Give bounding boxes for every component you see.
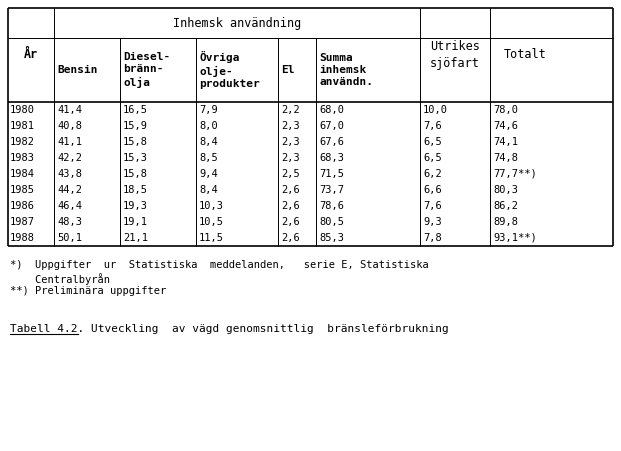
Text: 1988: 1988 — [10, 233, 35, 243]
Text: 8,5: 8,5 — [199, 153, 218, 163]
Text: 46,4: 46,4 — [57, 201, 82, 211]
Text: 2,6: 2,6 — [281, 185, 300, 195]
Text: Bensin: Bensin — [57, 65, 97, 75]
Text: 1986: 1986 — [10, 201, 35, 211]
Text: 10,5: 10,5 — [199, 217, 224, 227]
Text: Tabell 4.2. Utveckling  av vägd genomsnittlig  bränsleförbrukning: Tabell 4.2. Utveckling av vägd genomsnit… — [10, 324, 449, 334]
Text: 8,4: 8,4 — [199, 137, 218, 147]
Text: 80,3: 80,3 — [493, 185, 518, 195]
Text: 50,1: 50,1 — [57, 233, 82, 243]
Text: Utrikes
sjöfart: Utrikes sjöfart — [430, 41, 480, 69]
Text: Totalt: Totalt — [504, 49, 546, 61]
Text: 10,3: 10,3 — [199, 201, 224, 211]
Text: 15,9: 15,9 — [123, 121, 148, 131]
Text: 67,0: 67,0 — [319, 121, 344, 131]
Text: 9,4: 9,4 — [199, 169, 218, 179]
Text: 78,6: 78,6 — [319, 201, 344, 211]
Text: 44,2: 44,2 — [57, 185, 82, 195]
Text: 77,7**): 77,7**) — [493, 169, 537, 179]
Text: 74,6: 74,6 — [493, 121, 518, 131]
Text: 85,3: 85,3 — [319, 233, 344, 243]
Text: 2,3: 2,3 — [281, 137, 300, 147]
Text: 10,0: 10,0 — [423, 105, 448, 115]
Text: 2,6: 2,6 — [281, 217, 300, 227]
Text: 19,3: 19,3 — [123, 201, 148, 211]
Text: 6,5: 6,5 — [423, 137, 442, 147]
Text: 1987: 1987 — [10, 217, 35, 227]
Text: Summa
inhemsk
användn.: Summa inhemsk användn. — [319, 53, 373, 87]
Text: 7,6: 7,6 — [423, 121, 442, 131]
Text: 41,1: 41,1 — [57, 137, 82, 147]
Text: 6,6: 6,6 — [423, 185, 442, 195]
Text: 2,3: 2,3 — [281, 121, 300, 131]
Text: 2,6: 2,6 — [281, 201, 300, 211]
Text: 86,2: 86,2 — [493, 201, 518, 211]
Text: 43,8: 43,8 — [57, 169, 82, 179]
Text: Övriga
olje-
produkter: Övriga olje- produkter — [199, 51, 260, 89]
Text: 21,1: 21,1 — [123, 233, 148, 243]
Text: 15,3: 15,3 — [123, 153, 148, 163]
Text: 18,5: 18,5 — [123, 185, 148, 195]
Text: År: År — [24, 49, 38, 61]
Text: 8,0: 8,0 — [199, 121, 218, 131]
Text: 1980: 1980 — [10, 105, 35, 115]
Text: 68,3: 68,3 — [319, 153, 344, 163]
Text: *)  Uppgifter  ur  Statistiska  meddelanden,   serie E, Statistiska: *) Uppgifter ur Statistiska meddelanden,… — [10, 260, 428, 270]
Text: 6,2: 6,2 — [423, 169, 442, 179]
Text: 2,6: 2,6 — [281, 233, 300, 243]
Text: 1981: 1981 — [10, 121, 35, 131]
Text: 7,9: 7,9 — [199, 105, 218, 115]
Text: 11,5: 11,5 — [199, 233, 224, 243]
Text: 73,7: 73,7 — [319, 185, 344, 195]
Text: 6,5: 6,5 — [423, 153, 442, 163]
Text: 93,1**): 93,1**) — [493, 233, 537, 243]
Text: 2,3: 2,3 — [281, 153, 300, 163]
Text: 68,0: 68,0 — [319, 105, 344, 115]
Text: 1985: 1985 — [10, 185, 35, 195]
Text: 74,1: 74,1 — [493, 137, 518, 147]
Text: 2,2: 2,2 — [281, 105, 300, 115]
Text: **) Preliminära uppgifter: **) Preliminära uppgifter — [10, 286, 166, 296]
Text: 7,6: 7,6 — [423, 201, 442, 211]
Text: 8,4: 8,4 — [199, 185, 218, 195]
Text: 19,1: 19,1 — [123, 217, 148, 227]
Text: 42,2: 42,2 — [57, 153, 82, 163]
Text: 80,5: 80,5 — [319, 217, 344, 227]
Text: 1982: 1982 — [10, 137, 35, 147]
Text: 15,8: 15,8 — [123, 137, 148, 147]
Text: 15,8: 15,8 — [123, 169, 148, 179]
Text: 1983: 1983 — [10, 153, 35, 163]
Text: Centralbyrån: Centralbyrån — [10, 273, 110, 285]
Text: 7,8: 7,8 — [423, 233, 442, 243]
Text: 9,3: 9,3 — [423, 217, 442, 227]
Text: 71,5: 71,5 — [319, 169, 344, 179]
Text: 48,3: 48,3 — [57, 217, 82, 227]
Text: 40,8: 40,8 — [57, 121, 82, 131]
Text: 89,8: 89,8 — [493, 217, 518, 227]
Text: Inhemsk användning: Inhemsk användning — [173, 17, 301, 29]
Text: 1984: 1984 — [10, 169, 35, 179]
Text: 78,0: 78,0 — [493, 105, 518, 115]
Text: Diesel-
bränn-
olja: Diesel- bränn- olja — [123, 52, 170, 87]
Text: 41,4: 41,4 — [57, 105, 82, 115]
Text: 67,6: 67,6 — [319, 137, 344, 147]
Text: 2,5: 2,5 — [281, 169, 300, 179]
Text: 74,8: 74,8 — [493, 153, 518, 163]
Text: El: El — [281, 65, 294, 75]
Text: 16,5: 16,5 — [123, 105, 148, 115]
